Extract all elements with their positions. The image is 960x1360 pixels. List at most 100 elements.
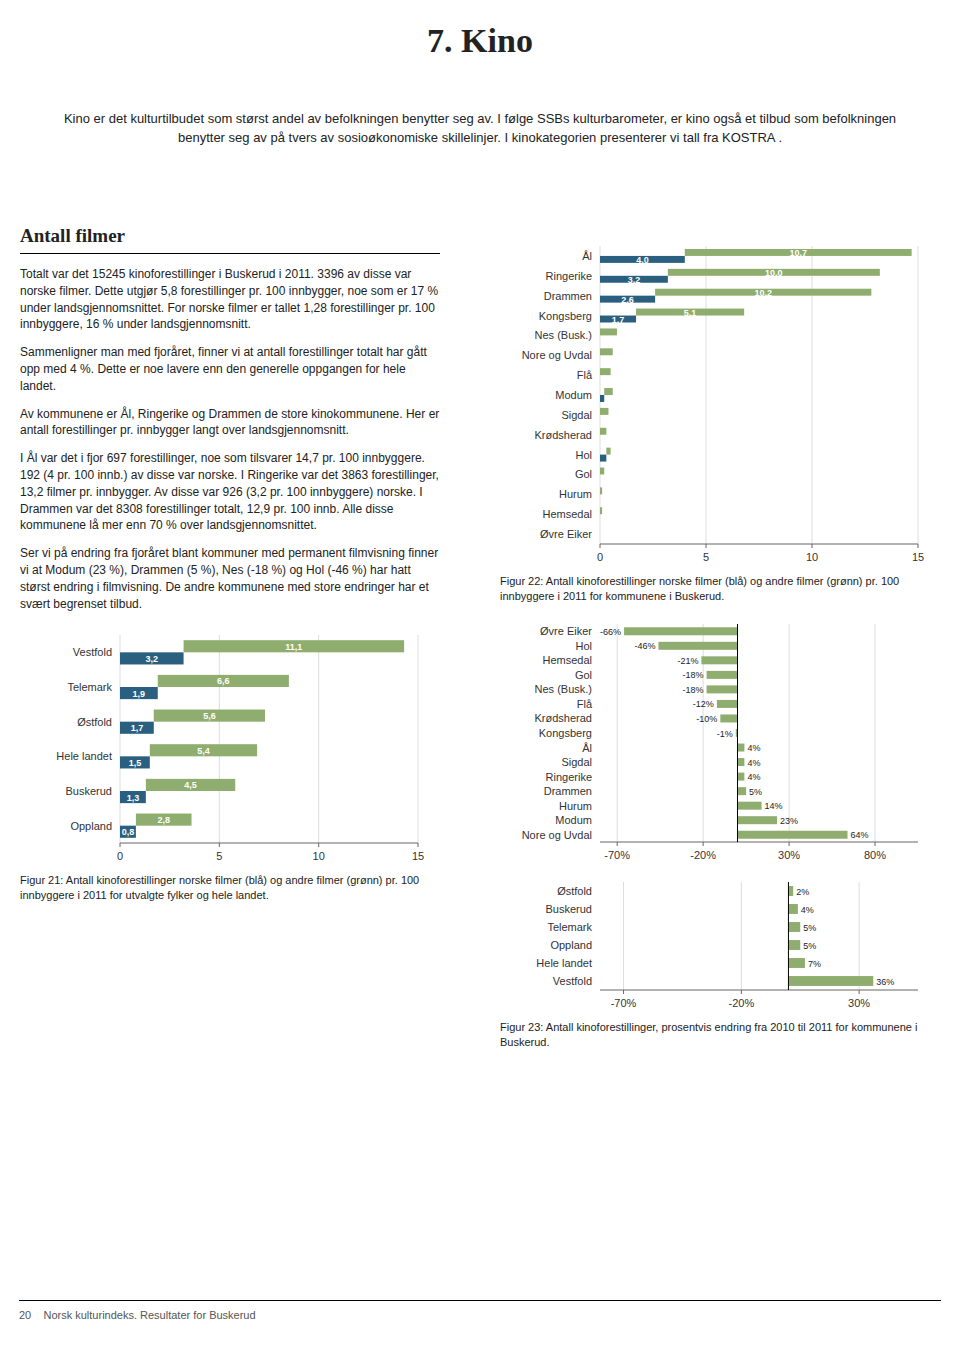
grid-line bbox=[219, 635, 220, 843]
category-label: Drammen bbox=[544, 290, 592, 302]
data-label: 2% bbox=[796, 886, 809, 896]
bar bbox=[600, 355, 601, 362]
page: 7. KinoKino er det kulturtilbudet som st… bbox=[0, 0, 960, 1360]
data-label: 23% bbox=[780, 815, 798, 825]
bar bbox=[738, 801, 762, 809]
bar bbox=[136, 814, 192, 826]
category-label: Buskerud bbox=[66, 785, 112, 797]
page-title: 7. Kino bbox=[48, 22, 912, 60]
bar bbox=[154, 710, 265, 722]
y-axis: OpplandBuskerudHele landetØstfoldTelemar… bbox=[56, 647, 112, 832]
section-text: Totalt var det 15245 kinoforestillinger … bbox=[20, 266, 440, 333]
tick-mark bbox=[600, 544, 601, 548]
category-label: Østfold bbox=[557, 885, 592, 897]
data-label: 3,2 bbox=[628, 275, 641, 285]
category-label: Hemsedal bbox=[542, 654, 592, 666]
data-label: 2,6 bbox=[621, 295, 634, 305]
section-text: Sammenligner man med fjoråret, finner vi… bbox=[20, 344, 440, 394]
data-label: 4,0 bbox=[636, 255, 649, 265]
bar bbox=[120, 722, 154, 734]
tick-mark bbox=[859, 990, 860, 994]
tick-mark bbox=[219, 843, 220, 847]
tick-label: 10 bbox=[806, 551, 818, 563]
chart: -70%-20%30%80%64%23%14%5%4%4%4%-1%-10%-1… bbox=[500, 618, 940, 868]
data-label: 5,1 bbox=[684, 308, 697, 318]
bar bbox=[600, 408, 608, 415]
tick-mark bbox=[418, 843, 419, 847]
data-label: 4% bbox=[747, 757, 760, 767]
category-label: Øvre Eiker bbox=[540, 528, 592, 540]
bar bbox=[600, 534, 601, 541]
tick-mark bbox=[812, 544, 813, 548]
tick-label: 30% bbox=[778, 849, 800, 861]
grid bbox=[120, 635, 418, 843]
spacer bbox=[500, 868, 940, 876]
tick-mark bbox=[789, 842, 790, 846]
bar bbox=[738, 758, 745, 766]
category-label: Nore og Uvdal bbox=[522, 828, 592, 840]
chart: -70%-20%30%36%7%5%5%4%2%VestfoldHele lan… bbox=[500, 876, 940, 1016]
bar bbox=[788, 886, 793, 896]
bar bbox=[604, 388, 612, 395]
bar bbox=[788, 922, 800, 932]
bar bbox=[120, 826, 136, 838]
bar bbox=[658, 641, 737, 649]
data-label: -18% bbox=[683, 670, 704, 680]
section-text: Ser vi på endring fra fjoråret blant kom… bbox=[20, 545, 440, 612]
bar bbox=[788, 976, 873, 986]
data-label: -21% bbox=[677, 656, 698, 666]
data-labels: 0,81,31,51,71,93,22,84,55,45,66,611,1 bbox=[122, 642, 303, 837]
grid bbox=[624, 882, 860, 990]
bar bbox=[120, 653, 184, 665]
bar bbox=[788, 904, 797, 914]
bar bbox=[707, 671, 738, 679]
tick-label: 0 bbox=[597, 551, 603, 563]
data-label: 5% bbox=[749, 786, 762, 796]
y-axis: Øvre EikerHemsedalHurumGolHolKrødsheradS… bbox=[522, 250, 593, 540]
tick-label: 15 bbox=[412, 850, 424, 862]
grid-line bbox=[120, 635, 121, 843]
tick-label: -70% bbox=[604, 849, 630, 861]
data-label: 5,6 bbox=[203, 711, 216, 721]
data-label: 5,4 bbox=[197, 746, 210, 756]
tick-mark bbox=[741, 990, 742, 994]
data-label: -46% bbox=[634, 641, 655, 651]
bar bbox=[120, 757, 150, 769]
bar bbox=[600, 328, 617, 335]
data-label: 4% bbox=[801, 904, 814, 914]
bar bbox=[600, 415, 601, 422]
left-column: Antall filmerTotalt var det 15245 kinofo… bbox=[20, 225, 440, 917]
data-label: 0,8 bbox=[122, 828, 135, 838]
tick-mark bbox=[875, 842, 876, 846]
data-label: 14% bbox=[765, 801, 783, 811]
chart: 0510151,72,63,24,05,110,210,010,7Øvre Ei… bbox=[500, 240, 940, 570]
category-label: Nes (Busk.) bbox=[535, 329, 592, 341]
category-label: Hol bbox=[575, 449, 592, 461]
data-label: -66% bbox=[600, 626, 621, 636]
bar bbox=[738, 772, 745, 780]
category-label: Ål bbox=[582, 250, 592, 262]
category-label: Hurum bbox=[559, 799, 592, 811]
bar bbox=[738, 743, 745, 751]
tick-mark bbox=[918, 544, 919, 548]
bar bbox=[600, 514, 601, 521]
category-label: Øvre Eiker bbox=[540, 625, 592, 637]
bar bbox=[707, 685, 738, 693]
category-label: Vestfold bbox=[553, 975, 592, 987]
grid-line bbox=[318, 635, 319, 843]
bar bbox=[600, 468, 604, 475]
category-label: Hele landet bbox=[536, 957, 592, 969]
data-label: 4% bbox=[747, 743, 760, 753]
category-label: Oppland bbox=[70, 820, 112, 832]
bar bbox=[158, 675, 289, 687]
section-text: Av kommunene er Ål, Ringerike og Drammen… bbox=[20, 406, 440, 440]
category-label: Hele landet bbox=[56, 751, 112, 763]
tick-label: 0 bbox=[117, 850, 123, 862]
data-label: 11,1 bbox=[285, 642, 302, 652]
bar bbox=[788, 940, 800, 950]
bar bbox=[717, 700, 738, 708]
right-column: 0510151,72,63,24,05,110,210,010,7Øvre Ei… bbox=[500, 240, 940, 1063]
category-label: Telemark bbox=[547, 921, 592, 933]
spacer bbox=[20, 623, 440, 629]
category-label: Vestfold bbox=[73, 647, 112, 659]
